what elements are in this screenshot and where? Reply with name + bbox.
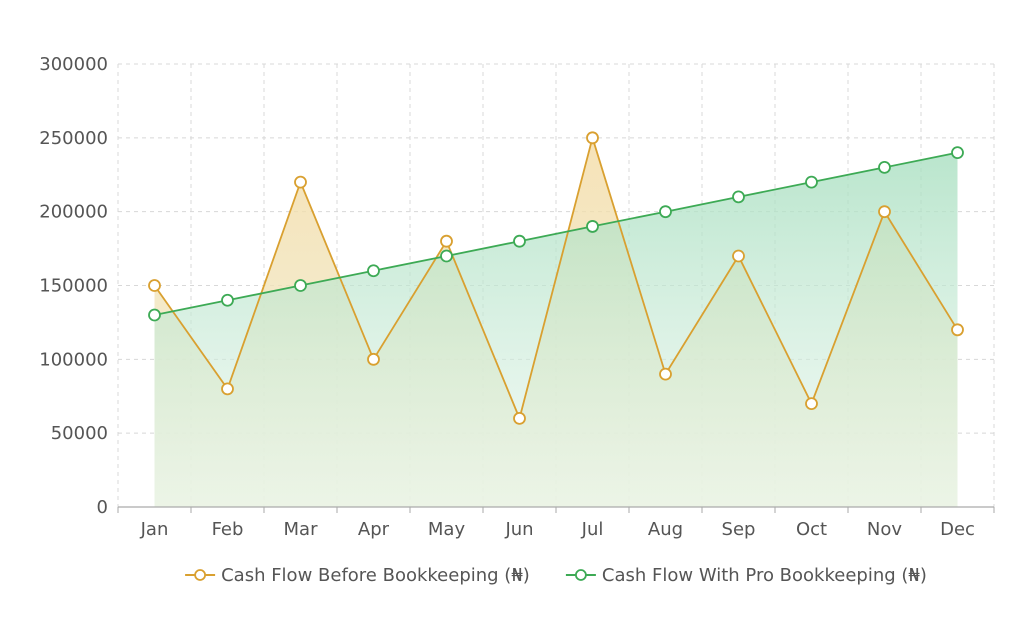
series-1-point[interactable]: [951, 146, 964, 160]
x-tick-label: Feb: [212, 519, 244, 540]
series-0-point[interactable]: [951, 323, 964, 337]
series-1-point[interactable]: [586, 220, 599, 233]
y-tick-label: 150000: [39, 276, 108, 297]
legend[interactable]: Cash Flow Before Bookkeeping (₦) Cash Flo…: [185, 565, 927, 586]
x-tick-label: Jan: [140, 519, 169, 540]
y-tick-label: 300000: [39, 54, 108, 75]
series-0-point[interactable]: [513, 411, 526, 425]
series-0-point[interactable]: [659, 367, 672, 381]
series-0-point[interactable]: [805, 397, 818, 411]
x-tick-label: Oct: [796, 519, 827, 540]
series-0-point[interactable]: [148, 279, 161, 292]
x-tick-label: Jun: [504, 519, 533, 540]
series-areas: [154, 137, 958, 508]
legend-label: Cash Flow With Pro Bookkeeping (₦): [602, 565, 927, 586]
series-1-point[interactable]: [221, 293, 234, 307]
legend-swatch-marker: [575, 569, 587, 581]
series-0-point[interactable]: [732, 249, 745, 263]
series-1-point[interactable]: [440, 249, 453, 263]
series-0-point[interactable]: [586, 131, 599, 145]
axes: 0 50000 100000 150000 200000 250000 300000 Jan F…: [39, 54, 995, 540]
legend-swatch-marker: [194, 569, 207, 581]
series-0-line: [153, 134, 959, 422]
series-1-point[interactable]: [732, 190, 745, 204]
y-tick-label: 200000: [39, 202, 108, 223]
y-tick-label: 250000: [39, 128, 108, 149]
series-lines: [153, 134, 959, 422]
x-tick-label: May: [428, 519, 466, 540]
series-1-point[interactable]: [878, 160, 891, 174]
series-1-point[interactable]: [294, 279, 307, 292]
x-tick-label: Jul: [581, 519, 604, 540]
series-1-point[interactable]: [659, 205, 672, 219]
series-1-point[interactable]: [805, 175, 818, 189]
x-tick-label: Aug: [648, 519, 683, 540]
legend-label: Cash Flow Before Bookkeeping (₦): [221, 565, 530, 586]
x-tick-label: Apr: [358, 519, 390, 540]
series-points: [148, 131, 964, 425]
x-tick-label: Sep: [722, 519, 756, 540]
series-1-point[interactable]: [367, 264, 380, 278]
series-0-point[interactable]: [440, 234, 453, 248]
legend-item-0[interactable]: Cash Flow Before Bookkeeping (₦): [185, 565, 530, 586]
series-1-line: [154, 151, 958, 316]
x-tick-label: Nov: [867, 519, 902, 540]
series-0-point[interactable]: [294, 175, 307, 189]
series-1-point[interactable]: [513, 234, 526, 248]
y-tick-label: 100000: [39, 349, 108, 370]
series-1-point[interactable]: [148, 308, 161, 322]
series-1-area: [154, 152, 958, 507]
series-0-point[interactable]: [367, 352, 380, 366]
y-tick-label: 0: [97, 497, 108, 518]
legend-item-1[interactable]: Cash Flow With Pro Bookkeeping (₦): [565, 565, 927, 586]
x-tick-label: Mar: [284, 519, 319, 540]
series-0-point[interactable]: [878, 205, 891, 219]
series-0-point[interactable]: [221, 382, 234, 396]
y-tick-label: 50000: [51, 423, 108, 444]
x-tick-label: Dec: [940, 519, 975, 540]
